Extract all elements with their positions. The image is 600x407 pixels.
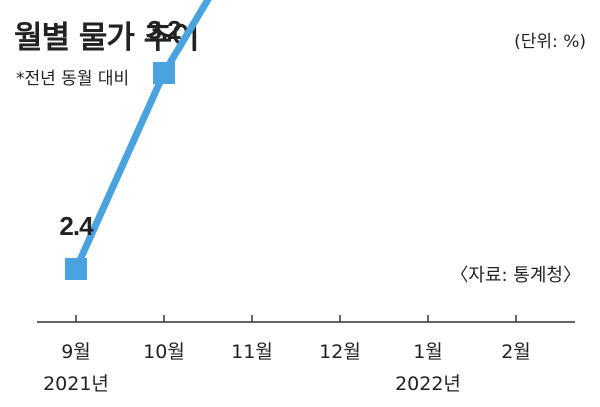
x-tick-label: 10월 [143,341,185,363]
data-point-marker [65,258,87,280]
data-label: 3.2 [147,15,181,45]
series-line [72,0,212,271]
chart-subtitle: *전년 동월 대비 [16,69,129,89]
source-label: 〈자료: 통계청〉 [450,265,581,286]
x-tick-label: 9월 [61,341,91,363]
chart-title: 월별 물가 추이 [14,20,199,56]
data-point-marker [153,62,175,84]
x-tick-label: 12월 [319,341,361,363]
x-tick-label: 1월 [413,341,443,363]
unit-label: (단위: %) [514,32,586,52]
x-tick-label: 11월 [231,341,273,363]
data-label: 2.4 [59,211,94,241]
year-label: 2021년 [43,373,109,395]
x-tick-label: 2월 [501,341,531,363]
year-label: 2022년 [395,373,461,395]
plot-area: 9월10월11월12월1월2월2021년2022년2.43.23.83.73.6… [37,0,575,395]
